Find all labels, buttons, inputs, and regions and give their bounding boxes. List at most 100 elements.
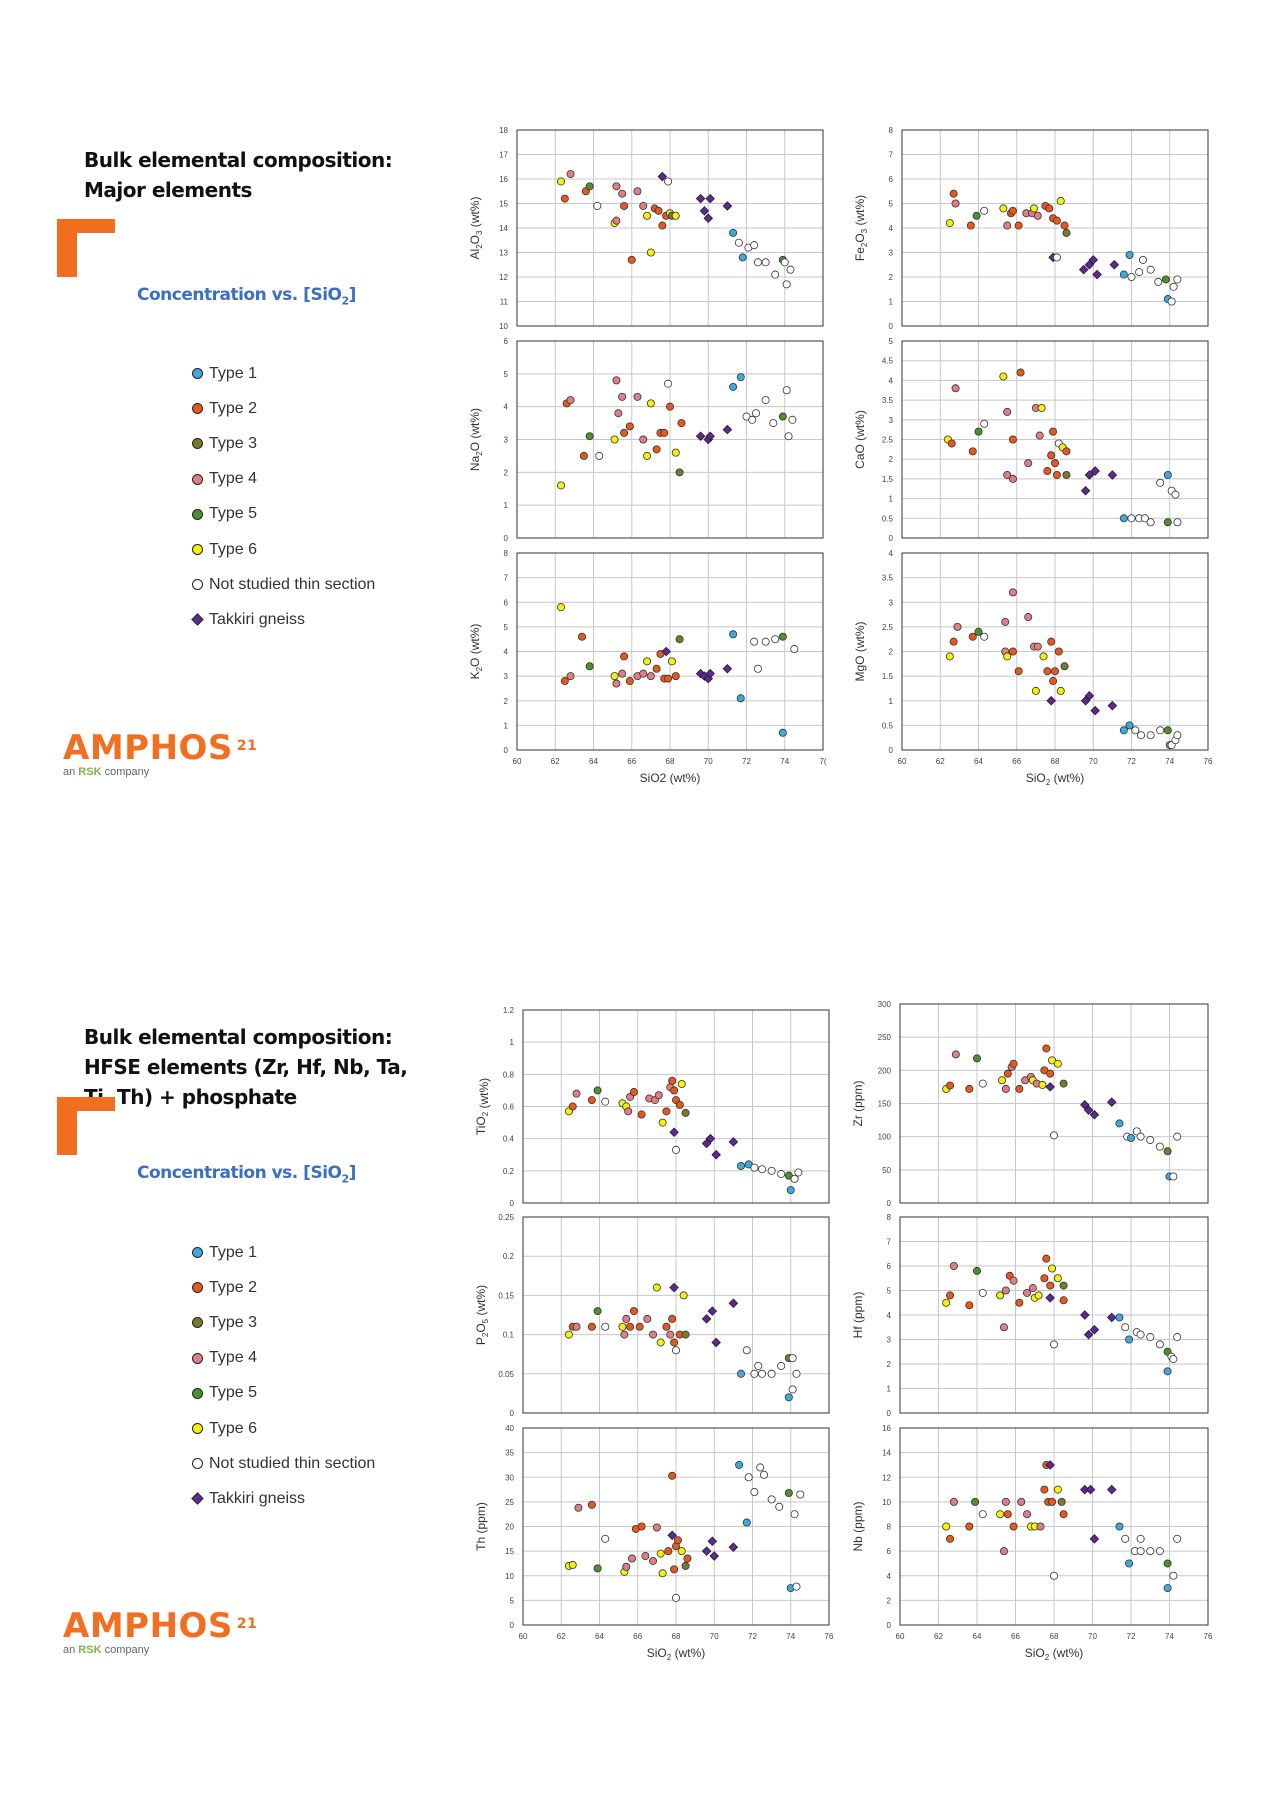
data-point — [670, 1565, 679, 1574]
data-point — [1132, 1127, 1141, 1136]
slide-title: Bulk elemental composition: HFSE element… — [84, 1025, 408, 1109]
data-point — [1043, 467, 1052, 476]
data-point — [771, 270, 780, 279]
circle-marker-icon — [192, 1458, 203, 1470]
y-tick-label: 200 — [878, 1066, 892, 1075]
data-point — [614, 409, 623, 418]
data-point — [1001, 1084, 1010, 1093]
data-point — [945, 652, 954, 661]
data-point — [681, 1561, 690, 1570]
circle-marker-icon — [192, 508, 203, 520]
data-point — [675, 468, 684, 477]
y-tick-label: 0 — [510, 1199, 515, 1208]
x-tick-label: 60 — [519, 1632, 528, 1641]
y-axis-label: MgO (wt%) — [853, 621, 867, 681]
data-point — [782, 280, 791, 289]
data-point — [1009, 1276, 1018, 1285]
data-point — [620, 1330, 629, 1339]
data-point — [946, 1291, 955, 1300]
x-tick-label: 72 — [1127, 757, 1136, 766]
data-point — [1121, 1323, 1130, 1332]
y-tick-label: 5 — [889, 200, 894, 209]
y-tick-label: 18 — [499, 126, 508, 135]
data-point — [677, 1079, 686, 1088]
data-point — [1163, 1367, 1172, 1376]
y-tick-label: 0 — [889, 746, 894, 755]
data-point — [601, 1534, 610, 1543]
data-point — [1138, 255, 1147, 264]
data-point-takkiri — [1090, 705, 1100, 716]
data-point — [1053, 1274, 1062, 1283]
legend-label: Type 5 — [209, 505, 258, 523]
data-point — [1173, 1534, 1182, 1543]
y-tick-label: 8 — [887, 1213, 892, 1222]
data-point-takkiri — [695, 193, 706, 204]
data-point — [574, 1503, 583, 1512]
data-point — [1146, 1333, 1155, 1342]
data-point — [566, 170, 575, 179]
data-point — [1034, 1291, 1043, 1300]
data-point-takkiri — [1089, 1534, 1100, 1544]
data-point — [560, 677, 569, 686]
data-point — [947, 439, 956, 448]
data-point — [1047, 637, 1056, 646]
y-tick-label: 0.2 — [503, 1167, 515, 1176]
data-point — [978, 1288, 987, 1297]
data-point — [1127, 272, 1136, 281]
data-point — [1043, 667, 1052, 676]
y-tick-label: 4 — [504, 403, 509, 412]
data-point — [1167, 297, 1176, 306]
legend: Type 1 Type 2 Type 3 Type 4 Type 5 Type 6 Not … — [191, 356, 452, 638]
y-tick-label: 0.8 — [503, 1070, 515, 1079]
data-point — [601, 1322, 610, 1331]
legend-item: Type 2 — [192, 1270, 452, 1305]
data-point — [942, 1298, 951, 1307]
data-point — [980, 632, 989, 641]
data-point — [662, 1322, 671, 1331]
x-tick-label: 64 — [973, 1632, 982, 1641]
data-point — [1052, 253, 1061, 262]
x-tick-label: 68 — [666, 757, 675, 766]
slide-title: Bulk elemental composition: Major elemen… — [84, 148, 393, 202]
y-tick-label: 0 — [887, 1621, 892, 1630]
data-point — [672, 1593, 681, 1602]
data-point — [1136, 1330, 1145, 1339]
y-tick-label: 300 — [878, 1000, 892, 1009]
data-point — [652, 445, 661, 454]
data-point — [633, 187, 642, 196]
data-point — [1008, 474, 1017, 483]
data-point — [736, 694, 745, 703]
data-point — [587, 1096, 596, 1105]
legend-item: Type 5 — [192, 1376, 452, 1411]
data-point — [664, 674, 673, 683]
data-point — [998, 1076, 1007, 1085]
data-point — [675, 1100, 684, 1109]
data-point — [673, 1536, 682, 1545]
data-point — [750, 1369, 759, 1378]
legend-label: Takkiri gneiss — [209, 1489, 306, 1507]
data-point — [646, 248, 655, 257]
data-point — [1003, 652, 1012, 661]
y-tick-label: 7 — [504, 574, 509, 583]
data-point — [643, 657, 652, 666]
data-point — [753, 664, 762, 673]
y-tick-label: 6 — [887, 1262, 892, 1271]
data-point — [593, 1564, 602, 1573]
y-tick-label: 1 — [510, 1038, 515, 1047]
data-point — [1060, 221, 1069, 230]
x-tick-label: 68 — [1051, 757, 1060, 766]
y-tick-label: 0.25 — [498, 1213, 514, 1222]
data-point — [1137, 731, 1146, 740]
legend-item: Takkiri gneiss — [191, 602, 452, 637]
data-point — [1146, 1135, 1155, 1144]
data-point-takkiri — [728, 1542, 739, 1552]
circle-marker-icon — [192, 368, 203, 380]
y-tick-label: 16 — [499, 175, 508, 184]
data-point — [654, 206, 663, 215]
y-tick-label: 3 — [887, 1336, 892, 1345]
data-point-takkiri — [1080, 485, 1091, 496]
y-tick-label: 10 — [505, 1572, 514, 1581]
data-point — [672, 1145, 681, 1154]
data-point — [649, 1556, 658, 1565]
data-point — [556, 177, 565, 186]
